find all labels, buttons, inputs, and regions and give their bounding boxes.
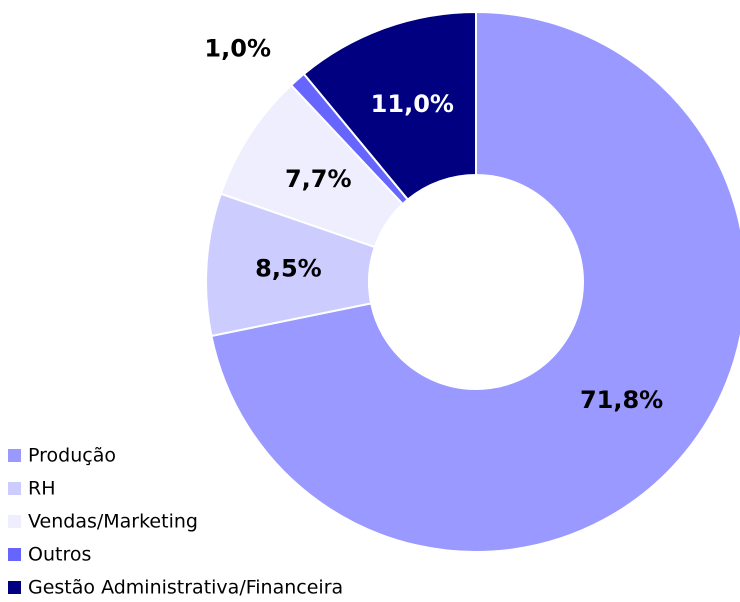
legend-swatch — [8, 482, 21, 495]
legend-label: Gestão Administrativa/Financeira — [28, 577, 343, 599]
slice — [210, 10, 740, 553]
slice — [302, 10, 477, 201]
legend-label: Outros — [28, 544, 91, 566]
legend-swatch — [8, 449, 21, 462]
data-label: 8,5% — [255, 255, 322, 283]
legend-label: RH — [28, 478, 56, 500]
legend-swatch — [8, 515, 21, 528]
legend-label: Produção — [28, 445, 116, 467]
legend-label: Vendas/Marketing — [28, 511, 198, 533]
legend-swatch — [8, 548, 21, 561]
data-label: 7,7% — [285, 165, 352, 193]
data-label: 71,8% — [580, 386, 663, 414]
data-label: 11,0% — [371, 90, 454, 118]
data-label: 1,0% — [204, 34, 271, 62]
legend-swatch — [8, 581, 21, 594]
